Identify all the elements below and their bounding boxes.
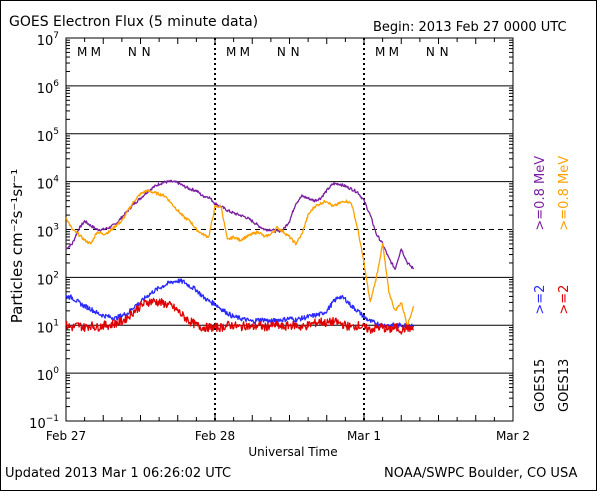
marker-label: N [128, 45, 137, 59]
y-tick-label: 103 [37, 223, 59, 241]
chart-title: GOES Electron Flux (5 minute data) [9, 14, 258, 30]
marker-label: M [389, 45, 399, 59]
legend-item: GOES13 [557, 359, 572, 412]
begin-time: Begin: 2013 Feb 27 0000 UTC [373, 20, 567, 35]
x-tick-label: Feb 28 [195, 429, 235, 443]
updated-time: Updated 2013 Mar 1 06:26:02 UTC [5, 466, 231, 481]
series-line [65, 297, 414, 335]
y-tick-label: 100 [37, 366, 60, 384]
source-credit: NOAA/SWPC Boulder, CO USA [384, 466, 577, 481]
marker-label: N [426, 45, 435, 59]
y-tick-label: 101 [37, 318, 59, 336]
x-axis-label: Universal Time [248, 445, 337, 459]
legend-item: >=2 [533, 285, 548, 315]
x-tick-label: Mar 2 [496, 429, 530, 443]
legend-item: >=0.8 MeV [557, 156, 572, 231]
marker-label: M [240, 45, 250, 59]
marker-label: N [440, 45, 449, 59]
y-tick-label: 106 [37, 79, 60, 97]
marker-label: N [277, 45, 286, 59]
x-tick-label: Feb 27 [46, 429, 86, 443]
series-line [65, 189, 415, 328]
legend-entry: GOES13 >=2 >=0.8 MeV [557, 156, 572, 412]
marker-label: M [91, 45, 101, 59]
x-tick-label: Mar 1 [347, 429, 381, 443]
series-line [65, 179, 415, 270]
legend-item: GOES15 [533, 359, 548, 412]
legend-item: >=0.8 MeV [533, 156, 548, 231]
y-tick-label: 102 [37, 270, 59, 288]
marker-label: N [142, 45, 151, 59]
marker-label: N [291, 45, 300, 59]
y-axis-label: Particles cm⁻²s⁻¹sr⁻¹ [8, 169, 26, 323]
legend: GOES15 >=2 >=0.8 MeV GOES13 >=2 >=0.8 MeV [533, 156, 572, 412]
y-tick-label: 104 [37, 175, 60, 193]
legend-entry: GOES15 >=2 >=0.8 MeV [533, 156, 548, 412]
series-line [65, 278, 415, 329]
marker-label: M [77, 45, 87, 59]
marker-label: M [375, 45, 385, 59]
y-tick-label: 10−1 [29, 414, 59, 432]
y-tick-label: 107 [37, 31, 59, 49]
legend-item: >=2 [557, 285, 572, 315]
marker-label: M [226, 45, 236, 59]
y-tick-label: 105 [37, 127, 59, 145]
